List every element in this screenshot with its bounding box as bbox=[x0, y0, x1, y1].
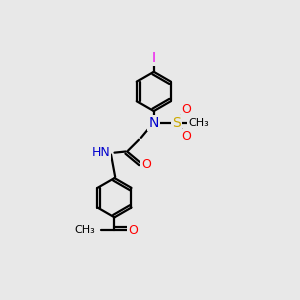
Text: CH₃: CH₃ bbox=[75, 225, 95, 235]
Text: I: I bbox=[152, 51, 156, 65]
Text: O: O bbox=[141, 158, 151, 171]
Text: S: S bbox=[172, 116, 181, 130]
Text: O: O bbox=[182, 103, 191, 116]
Text: CH₃: CH₃ bbox=[188, 118, 209, 128]
Text: N: N bbox=[148, 116, 159, 130]
Text: HN: HN bbox=[92, 146, 110, 159]
Text: O: O bbox=[182, 130, 191, 142]
Text: O: O bbox=[128, 224, 138, 236]
